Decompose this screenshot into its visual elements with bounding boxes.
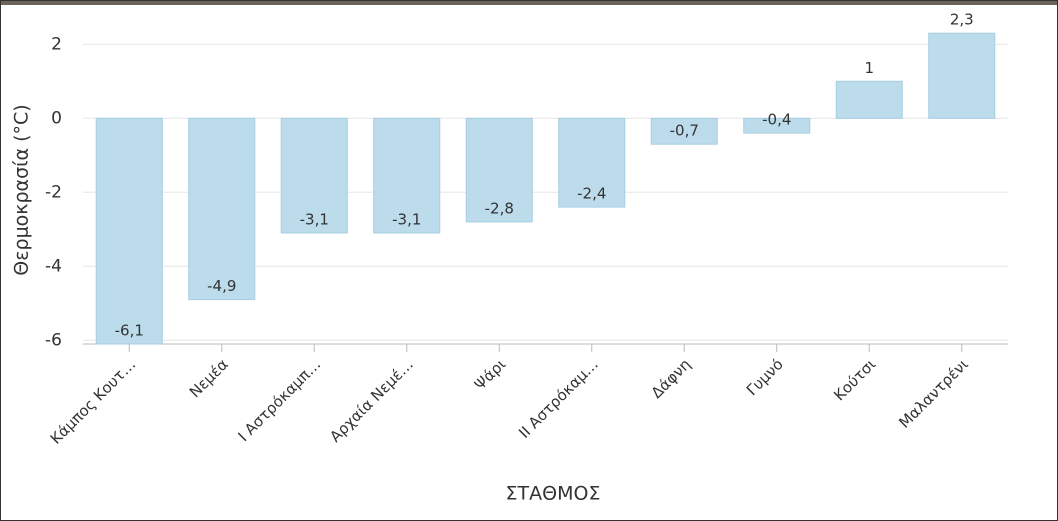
y-tick-label: -6 [45, 330, 62, 350]
x-tick-label: ΙΙ Αστρόκαμ… [515, 355, 602, 442]
data-label: -2,8 [485, 199, 514, 217]
x-tick-label: Αρχαία Νεμέ… [326, 355, 417, 446]
y-tick-label: -4 [45, 256, 62, 276]
x-tick-label: Κούτσι [830, 355, 879, 404]
data-label: 2,3 [950, 11, 974, 29]
x-tick-label: Ι Αστρόκαμπ… [234, 355, 324, 445]
data-label: -6,1 [115, 322, 144, 340]
data-label: 1 [864, 59, 874, 77]
x-tick-label: Δάφνη [648, 355, 695, 402]
data-label: -2,4 [577, 185, 606, 203]
bar [836, 81, 902, 118]
y-tick-label: -2 [45, 182, 62, 202]
y-tick-label: 2 [51, 34, 62, 54]
data-label: -3,1 [392, 211, 421, 229]
bar [189, 118, 255, 299]
x-tick-label: Γυμνό [743, 355, 787, 399]
y-tick-label: 0 [51, 108, 62, 128]
chart: Θερμοκρασία (°C) ΣΤΑΘΜΟΣ -6 -4 -2 0 2 -6,1 Κάμ… [0, 0, 1058, 521]
bar [929, 33, 995, 118]
data-label: -4,9 [207, 277, 236, 295]
x-axis-title: ΣΤΑΘΜΟΣ [506, 483, 601, 505]
y-axis-title: Θερμοκρασία (°C) [11, 104, 33, 275]
x-tick-label: Κάμπος Κουτ… [47, 355, 139, 447]
data-label: -0,7 [670, 122, 699, 140]
data-label: -3,1 [300, 211, 329, 229]
x-tick-label: Ψάρι [471, 355, 509, 393]
x-tick-label: Μαλαντρένι [895, 355, 971, 431]
data-label: -0,4 [762, 111, 791, 129]
bar [96, 118, 162, 344]
x-tick-label: Νεμέα [186, 355, 232, 401]
